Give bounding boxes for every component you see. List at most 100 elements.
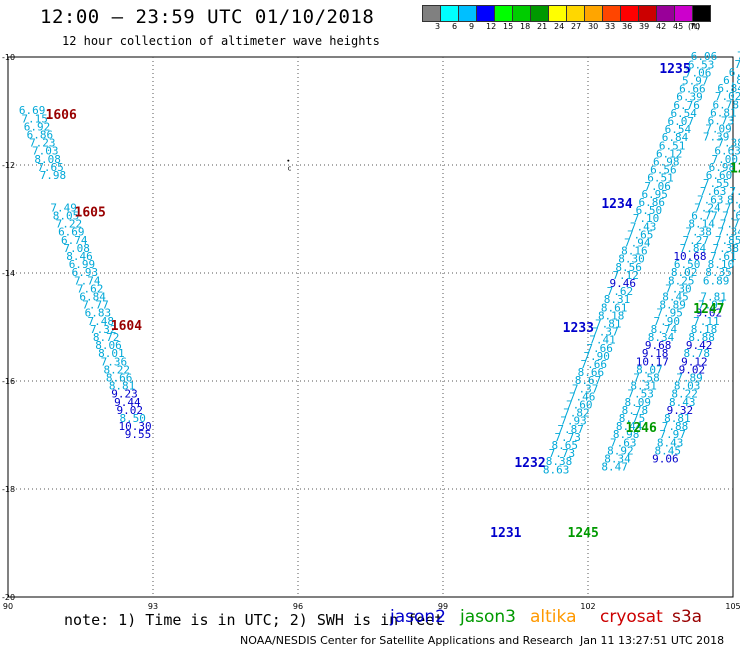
wave-height-value: 8.08 [34, 153, 61, 166]
wave-height-value: 7.49 [50, 201, 77, 214]
wave-height-value: 8.72 [93, 331, 120, 344]
wave-height-value: 8.65 [552, 439, 579, 452]
wave-height-value: 8.31 [630, 380, 657, 393]
color-legend [422, 5, 711, 22]
wave-height-value: 8.45 [662, 291, 689, 304]
wave-height-value: 6.50 [636, 204, 663, 217]
wave-height-value: 7.73 [549, 447, 576, 460]
legend-jason3: jason3 [460, 607, 516, 627]
legend-bin-label: 21 [537, 22, 548, 31]
pass-number-label: 1235 [659, 62, 690, 77]
wave-height-value: 8.46 [66, 250, 93, 263]
wave-height-value: 6.99 [69, 258, 96, 271]
wave-height-value: 8.05 [53, 210, 80, 223]
wave-height-value: 8.14 [688, 218, 715, 231]
lon-tick-label: 93 [148, 602, 158, 611]
wave-height-value: 9.18 [642, 347, 669, 360]
lon-tick-label: 99 [438, 602, 448, 611]
pass-number-label: 1233 [563, 321, 594, 336]
wave-height-value: 7.98 [40, 169, 67, 182]
wave-height-value: 7.90 [583, 350, 610, 363]
pass-number-label: 1246 [626, 421, 657, 436]
wave-height-value: 8.92 [607, 444, 634, 457]
lon-tick-label: 105 [725, 602, 740, 611]
wave-height-value: 7.38 [717, 137, 740, 150]
wave-height-value: 7.82 [563, 407, 590, 420]
wave-height-value: 7.89 [676, 372, 703, 385]
lat-tick-label: -18 [2, 485, 15, 494]
wave-height-value: 7.90 [729, 185, 740, 198]
wave-height-value: 8.43 [669, 396, 696, 409]
wave-height-value: 7.41 [589, 334, 616, 347]
wave-height-value: 8.38 [546, 455, 573, 468]
legend-s3a: s3a [672, 607, 703, 627]
wave-height-value: 7.74 [74, 274, 101, 287]
wave-height-value: 6.73 [708, 115, 735, 128]
wave-height-value: 7.63 [610, 436, 637, 449]
wave-height-value: 6.76 [673, 99, 700, 112]
wave-height-value: 6.12 [656, 147, 683, 160]
legend-bin-label: 18 [520, 22, 531, 31]
legend-bin-label: 33 [605, 22, 616, 31]
wave-height-value: 6.77 [691, 210, 718, 223]
lon-tick-label: 102 [580, 602, 595, 611]
pass-number-label: 1604 [111, 319, 142, 334]
wave-height-value: 7.06 [685, 66, 712, 79]
wave-height-value: 6.81 [710, 106, 737, 119]
wave-height-value: 6.51 [647, 172, 674, 185]
wave-height-value: 7.65 [627, 228, 654, 241]
wave-height-value: 6.60 [706, 169, 733, 182]
wave-height-value: 7.03 [32, 145, 59, 158]
wave-height-value: 7.73 [554, 431, 581, 444]
wave-height-value: 8.04 [727, 193, 740, 206]
wave-height-value: 6.66 [679, 83, 706, 96]
wave-height-value: 7.88 [662, 420, 689, 433]
wave-height-value: 8.34 [604, 453, 631, 466]
wave-height-value: 7.77 [82, 299, 109, 312]
credit-line: NOAA/NESDIS Center for Satellite Applica… [240, 634, 574, 647]
wave-height-value: 6.07 [668, 115, 695, 128]
wave-height-value: 7.63 [697, 193, 724, 206]
wave-height-value: 7.37 [572, 382, 599, 395]
wave-height-value: 7.22 [56, 218, 83, 231]
wave-height-value: 8.18 [691, 323, 718, 336]
wave-height-value: 9.32 [667, 404, 694, 417]
wave-height-value: 8.44 [616, 420, 643, 433]
wave-height-value: 6.54 [670, 107, 697, 120]
wave-height-value: 8.16 [621, 245, 648, 258]
wave-height-value: 6.84 [79, 291, 106, 304]
wave-height-value: 9.12 [681, 355, 708, 368]
legend-jason2: jason2 [390, 607, 446, 627]
wave-height-value: 5.97 [682, 75, 709, 88]
wave-height-value: 7.23 [29, 137, 56, 150]
legend-bin-label: 36 [622, 22, 633, 31]
wave-height-value: 9.02 [117, 404, 144, 417]
wave-height-value: 8.75 [619, 412, 646, 425]
wave-height-value: 7.65 [37, 161, 64, 174]
legend-bin-label: 70 [690, 22, 701, 31]
wave-height-value: 7.55 [703, 177, 730, 190]
wave-height-value: 7 [737, 50, 740, 63]
wave-height-value: 8.66 [106, 372, 133, 385]
legend-swatch [692, 5, 711, 22]
wave-height-value: 7.53 [627, 388, 654, 401]
wave-height-value: 6. [729, 66, 740, 79]
legend-bin-label: 39 [639, 22, 650, 31]
wave-height-value: 7.38 [685, 226, 712, 239]
wave-height-value: 7.97 [698, 299, 725, 312]
wave-height-value: 8.81 [109, 380, 136, 393]
legend-unit: (ft) [688, 22, 701, 31]
island-shape: c [287, 164, 291, 172]
legend-bin-label: 24 [554, 22, 565, 31]
wave-height-value: 8.89 [659, 299, 686, 312]
legend-bin-label: 6 [452, 22, 458, 31]
legend-altika: altika [530, 607, 577, 627]
wave-height-value: 6.69 [19, 104, 46, 117]
wave-height-value: 8.50 [119, 412, 146, 425]
wave-height-value: 7.93 [560, 415, 587, 428]
wave-height-value: 6.93 [72, 266, 99, 279]
wave-height-value: 7.79 [720, 218, 740, 231]
pass-number-label: 1 [739, 362, 740, 377]
wave-height-value: 7.61 [710, 250, 737, 263]
